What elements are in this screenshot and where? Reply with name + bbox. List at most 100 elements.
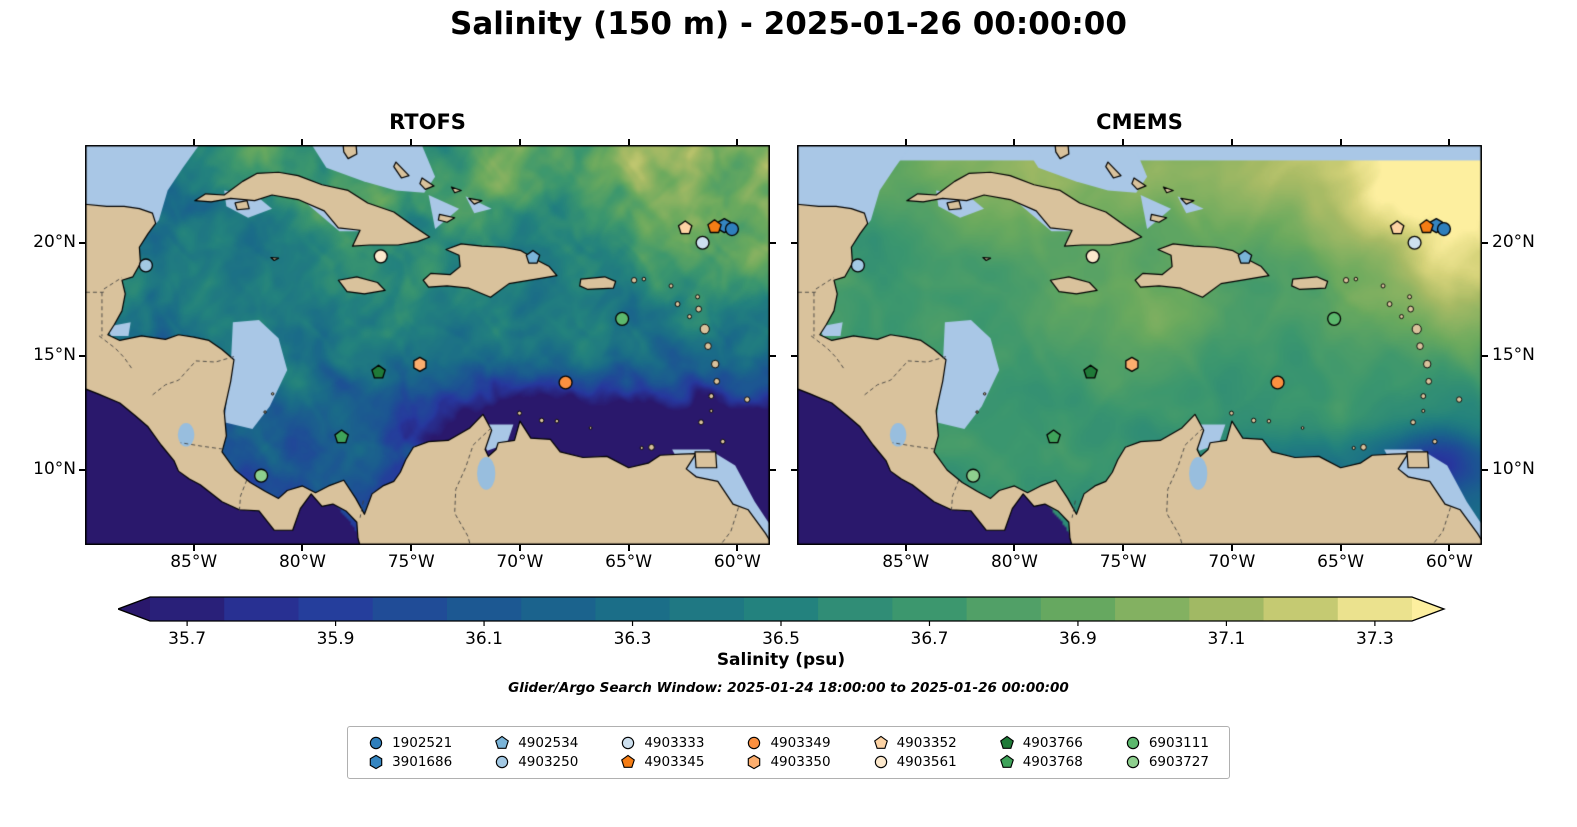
lat-tick	[79, 355, 85, 358]
lon-tick-label: 75°W	[1099, 552, 1147, 572]
lat-tick-label: 10°N	[1492, 459, 1535, 479]
circle-marker-icon	[1126, 755, 1140, 769]
legend-item-4902534: 4902534	[494, 735, 578, 751]
legend-float-id: 6903727	[1148, 754, 1209, 770]
lat-tick	[79, 469, 85, 471]
legend-float-id: 4903561	[896, 754, 957, 770]
lat-tick-label: 15°N	[33, 345, 76, 366]
lon-tick	[1339, 545, 1342, 551]
lon-tick	[1013, 139, 1016, 145]
legend-item-6903727: 6903727	[1125, 754, 1209, 770]
lat-tick	[79, 241, 85, 244]
lon-tick	[1122, 545, 1125, 551]
circle-marker-icon	[369, 736, 383, 750]
lat-tick	[770, 355, 776, 358]
lon-tick-label: 80°W	[278, 552, 326, 572]
lon-tick	[1230, 139, 1233, 145]
colorbar-tick-label: 36.3	[613, 629, 652, 649]
legend-float-id: 4903345	[644, 754, 705, 770]
hexagon-marker-icon	[748, 754, 761, 770]
lon-tick	[1339, 139, 1342, 145]
lon-tick-label: 70°W	[496, 552, 544, 572]
legend-item-4903766: 4903766	[999, 735, 1083, 751]
legend-float-id: 4903352	[896, 735, 957, 751]
lon-tick	[301, 545, 304, 551]
lon-tick-label: 60°W	[713, 552, 761, 572]
lon-tick-label: 80°W	[990, 552, 1038, 572]
hexagon-marker-icon	[369, 754, 383, 770]
colorbar-tick-label: 37.3	[1355, 629, 1394, 649]
legend-item-4903768: 4903768	[999, 754, 1083, 770]
lat-tick	[791, 355, 797, 358]
lat-tick	[1482, 241, 1488, 244]
lat-tick-label: 15°N	[1492, 345, 1535, 366]
legend-item-4903352: 4903352	[873, 735, 957, 751]
lon-tick	[904, 139, 907, 145]
circle-marker-icon	[1126, 736, 1140, 750]
legend-float-id: 3901686	[392, 754, 453, 770]
legend-float-id: 4903768	[1022, 754, 1083, 770]
lat-tick-label: 20°N	[1492, 231, 1535, 252]
lon-tick	[1013, 545, 1016, 551]
lon-tick	[518, 139, 521, 145]
lon-tick	[518, 545, 521, 551]
circle-marker-icon	[874, 755, 887, 769]
lon-tick	[192, 139, 195, 145]
lon-tick	[192, 545, 195, 551]
lon-tick	[301, 139, 304, 145]
pentagon-marker-icon	[999, 735, 1014, 749]
lon-tick-label: 65°W	[605, 552, 653, 572]
legend-float-id: 4903250	[518, 754, 579, 770]
legend-float-id: 6903111	[1148, 735, 1209, 751]
lon-tick	[627, 545, 630, 551]
legend-item-1902521: 1902521	[368, 735, 452, 751]
colorbar-tick-label: 37.1	[1207, 629, 1246, 649]
figure-title: Salinity (150 m) - 2025-01-26 00:00:00	[450, 6, 1127, 42]
lon-tick	[1448, 139, 1451, 145]
legend-float-id: 4903333	[644, 735, 705, 751]
lon-tick	[1122, 139, 1125, 145]
pentagon-marker-icon	[873, 735, 888, 749]
lat-tick	[770, 469, 776, 471]
legend-item-3901686: 3901686	[368, 754, 452, 770]
lon-tick	[736, 139, 739, 145]
colorbar-tick-label: 36.1	[465, 629, 503, 649]
legend-float-id: 4903349	[770, 735, 831, 751]
lat-tick-label: 10°N	[33, 459, 76, 479]
lon-tick	[736, 545, 739, 551]
legend-item-4903349: 4903349	[746, 735, 831, 751]
lat-tick	[1482, 355, 1488, 358]
lon-tick-label: 70°W	[1208, 552, 1256, 572]
legend-float-id: 4903350	[770, 754, 831, 770]
legend-item-4903333: 4903333	[620, 735, 704, 751]
panel-title-rtofs: RTOFS	[389, 110, 466, 134]
legend-float-id: 1902521	[392, 735, 453, 751]
colorbar-tick-label: 36.5	[762, 629, 800, 649]
lat-tick	[791, 469, 797, 471]
lon-tick-label: 85°W	[170, 552, 218, 572]
lat-tick	[791, 241, 797, 244]
circle-marker-icon	[495, 755, 509, 769]
float-legend: 1902521 4902534 4903333 4903349 4903352 49037…	[347, 726, 1230, 779]
legend-float-id: 4903766	[1022, 735, 1083, 751]
colorbar-tick-label: 36.9	[1059, 629, 1097, 649]
legend-item-4903250: 4903250	[494, 754, 578, 770]
rtofs-map-canvas	[85, 145, 770, 545]
legend-item-4903345: 4903345	[620, 754, 704, 770]
lat-tick	[770, 241, 776, 244]
lon-tick	[1230, 545, 1233, 551]
lon-tick	[904, 545, 907, 551]
lat-tick	[1482, 469, 1488, 471]
lon-tick	[410, 545, 413, 551]
pentagon-marker-icon	[999, 754, 1014, 768]
legend-item-4903561: 4903561	[873, 754, 957, 770]
pentagon-marker-icon	[621, 754, 636, 768]
legend-container: 1902521 4902534 4903333 4903349 4903352 49037…	[0, 726, 1577, 779]
panel-title-cmems: CMEMS	[1096, 110, 1183, 134]
circle-marker-icon	[748, 736, 761, 750]
lon-tick-label: 75°W	[387, 552, 435, 572]
legend-item-6903111: 6903111	[1125, 735, 1209, 751]
legend-item-4903350: 4903350	[746, 754, 831, 770]
circle-marker-icon	[622, 736, 635, 750]
lat-tick-label: 20°N	[33, 231, 76, 252]
